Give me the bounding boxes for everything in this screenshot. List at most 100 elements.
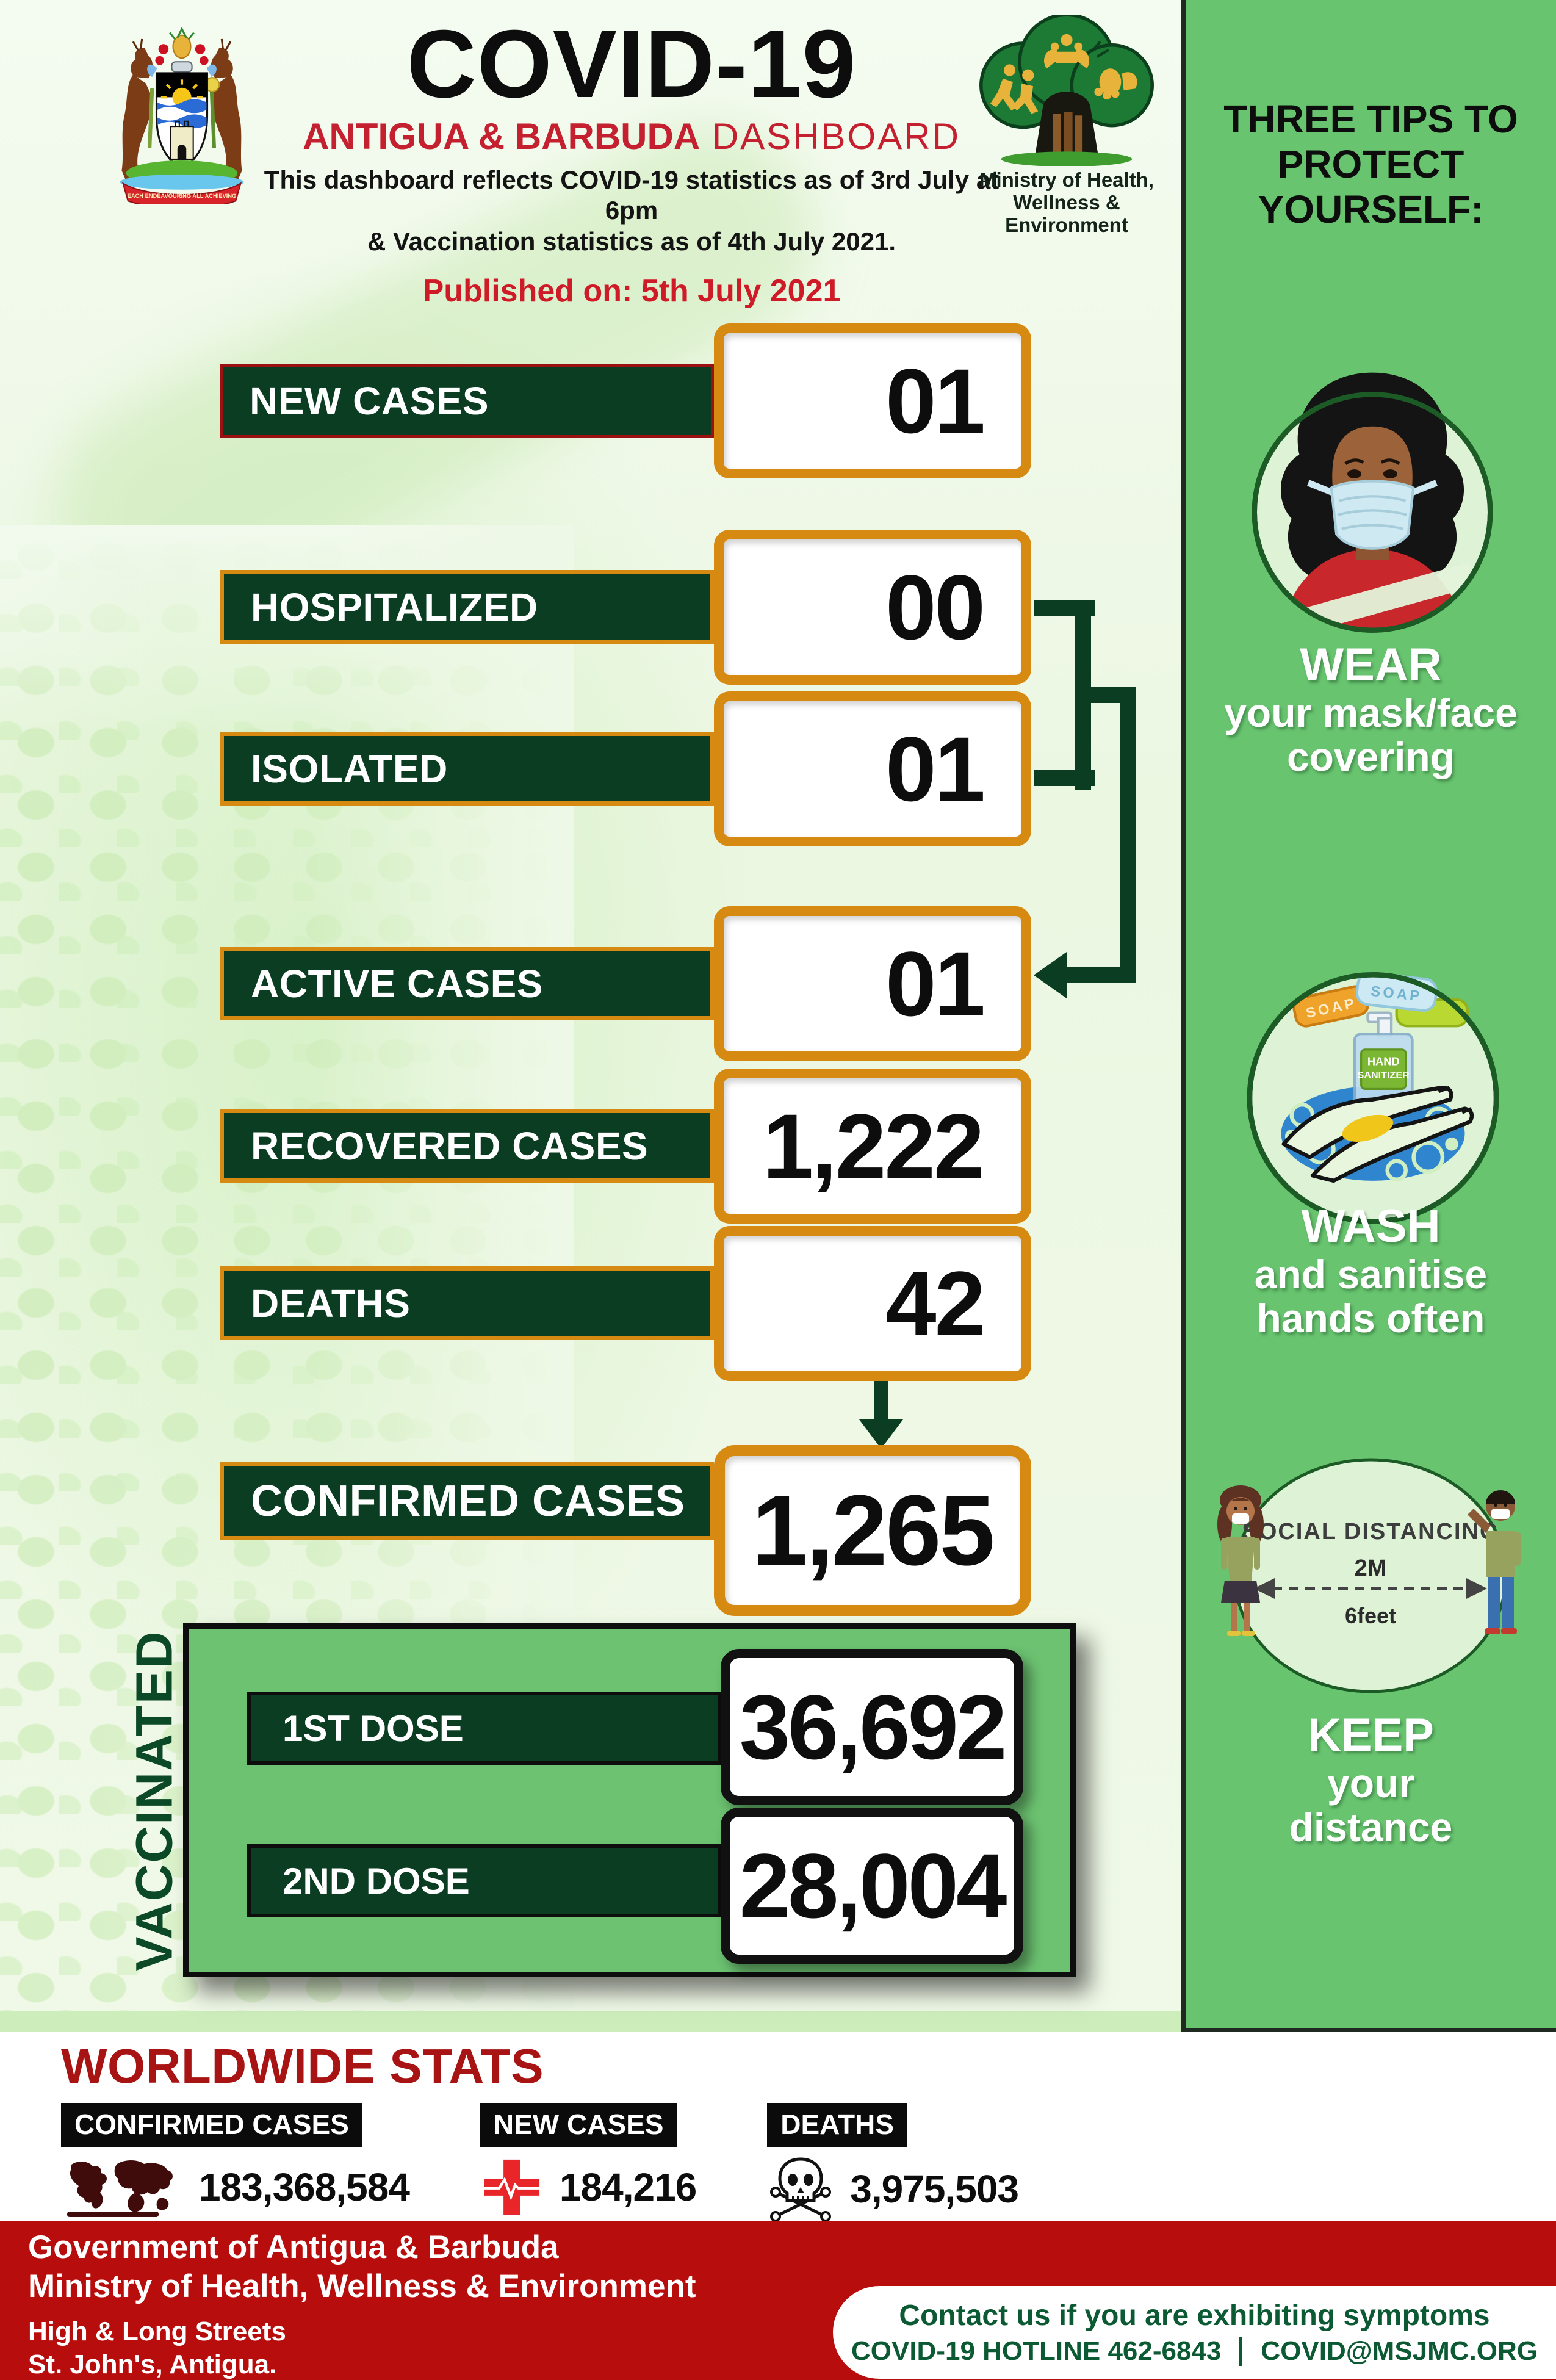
worldwide-deaths-group: DEATHS 3,975,503 <box>767 2103 1019 2223</box>
stat-row-isolated: ISOLATED 01 <box>0 691 1181 846</box>
coat-of-arms-motto: EACH ENDEAVOURING ALL ACHIEVING <box>128 193 237 199</box>
worldwide-stats-section: WORLDWIDE STATS CONFIRMED CASES 183,368,… <box>0 2032 1556 2223</box>
footer-street-line: High & Long Streets <box>28 2317 286 2346</box>
tip-title: WASH <box>1301 1200 1441 1252</box>
stat-row-new-cases: NEW CASES 01 <box>0 323 1181 478</box>
dashboard-description: This dashboard reflects COVID-19 statist… <box>256 165 1007 257</box>
main-area-bottom-strip <box>0 2011 1181 2032</box>
stat-label: CONFIRMED CASES <box>251 1477 685 1526</box>
stat-label-bar: RECOVERED CASES <box>220 1109 714 1183</box>
sanitizer-label-line-1: HAND <box>1367 1055 1400 1068</box>
header-titles: COVID-19 ANTIGUA & BARBUDA DASHBOARD Thi… <box>256 16 1007 309</box>
stat-value-box: 01 <box>714 691 1031 846</box>
tip-wash-hands: WASH and sanitise hands often <box>1186 1201 1556 1341</box>
stat-label-bar: NEW CASES <box>220 364 714 438</box>
antigua-coat-of-arms-icon: EACH ENDEAVOURING ALL ACHIEVING <box>120 26 244 209</box>
worldwide-stat-value: 183,368,584 <box>199 2165 410 2209</box>
header: EACH ENDEAVOURING ALL ACHIEVING COVID-19… <box>0 0 1181 309</box>
stat-value-box: 01 <box>714 323 1031 478</box>
worldwide-stat-label: NEW CASES <box>480 2103 677 2147</box>
stat-value: 01 <box>885 932 985 1035</box>
stat-label-bar: DEATHS <box>220 1266 714 1340</box>
stat-label-bar: CONFIRMED CASES <box>220 1462 714 1540</box>
stat-label-bar: ACTIVE CASES <box>220 947 714 1020</box>
dose-label-bar: 2ND DOSE <box>247 1844 722 1917</box>
stat-value: 1,222 <box>762 1094 984 1197</box>
stat-value: 1,265 <box>752 1474 995 1586</box>
tips-heading-line: YOURSELF: <box>1258 187 1484 232</box>
tips-heading-line: PROTECT <box>1277 142 1464 187</box>
stat-value-box: 42 <box>714 1226 1031 1381</box>
face-mask-illustration-icon <box>1252 372 1493 633</box>
vaccinated-vertical-label: VACCINATED <box>125 1629 183 1971</box>
stat-label: HOSPITALIZED <box>251 585 538 629</box>
world-map-icon <box>67 2160 173 2217</box>
arrow-left-icon <box>1034 952 1067 998</box>
stat-value-box: 1,265 <box>714 1445 1031 1616</box>
vaccinated-panel: 1ST DOSE 36,692 2ND DOSE 28,004 <box>183 1623 1076 1977</box>
tips-heading: THREE TIPS TO PROTECT YOURSELF: <box>1186 96 1556 233</box>
stat-row-confirmed-cases: CONFIRMED CASES 1,265 <box>0 1445 1181 1616</box>
stat-label: RECOVERED CASES <box>251 1123 649 1168</box>
worldwide-stat-value-row: 3,975,503 <box>767 2155 1019 2223</box>
connector-line <box>874 1381 888 1423</box>
footer-ministry-line: Ministry of Health, Wellness & Environme… <box>28 2268 696 2304</box>
published-date: Published on: 5th July 2021 <box>422 273 841 309</box>
page-subtitle: ANTIGUA & BARBUDA DASHBOARD <box>256 118 1007 155</box>
worldwide-stat-value-row: 183,368,584 <box>61 2155 410 2219</box>
tip-line: your mask/face <box>1224 690 1518 735</box>
sanitizer-label-line-2: SANITIZER <box>1358 1070 1410 1081</box>
arrow-down-icon <box>859 1419 903 1449</box>
medical-cross-icon <box>482 2159 542 2215</box>
wash-hands-illustration-icon: SOAP SOAP HAND SANITIZER <box>1247 972 1499 1224</box>
footer-city-line: St. John's, Antigua. <box>28 2349 277 2379</box>
description-line-2: & Vaccination statistics as of 4th July … <box>367 226 896 256</box>
dose-label: 2ND DOSE <box>283 1860 470 1902</box>
description-line-1: This dashboard reflects COVID-19 statist… <box>264 165 1000 225</box>
dose-label: 1ST DOSE <box>283 1707 464 1749</box>
contact-heading: Contact us if you are exhibiting symptom… <box>899 2299 1490 2332</box>
worldwide-new-cases-group: NEW CASES 184,216 <box>480 2103 697 2219</box>
tip-line: hands often <box>1256 1296 1485 1341</box>
tip-line: distance <box>1289 1805 1453 1850</box>
tip-keep-distance: KEEP your distance <box>1186 1710 1556 1850</box>
stat-value-box: 01 <box>714 906 1031 1061</box>
ministry-logo: Ministry of Health, Wellness & Environme… <box>953 13 1180 237</box>
stat-label: NEW CASES <box>250 378 489 423</box>
subtitle-region: ANTIGUA & BARBUDA <box>303 116 701 157</box>
stat-value: 01 <box>885 717 985 820</box>
stat-row-deaths: DEATHS 42 <box>0 1226 1181 1381</box>
stat-row-hospitalized: HOSPITALIZED 00 <box>0 530 1181 685</box>
distance-feet-label: 6feet <box>1345 1603 1396 1628</box>
dashboard-main-area: EACH ENDEAVOURING ALL ACHIEVING COVID-19… <box>0 0 1181 2032</box>
ministry-tree-icon <box>979 13 1154 167</box>
worldwide-stat-label: DEATHS <box>767 2103 907 2147</box>
worldwide-row: CONFIRMED CASES 183,368,584 NEW CASES <box>61 2103 1019 2223</box>
ministry-caption: Ministry of Health, Wellness & Environme… <box>953 168 1180 237</box>
worldwide-heading: WORLDWIDE STATS <box>61 2039 544 2093</box>
tips-heading-line: THREE TIPS TO <box>1223 97 1518 141</box>
stat-value-box: 00 <box>714 530 1031 685</box>
dose-value: 28,004 <box>739 1834 1007 1937</box>
connector-line <box>1120 687 1136 975</box>
connector-line <box>1034 770 1095 786</box>
worldwide-stat-value: 184,216 <box>559 2165 697 2209</box>
stat-label-bar: ISOLATED <box>220 732 714 806</box>
subtitle-dashboard: DASHBOARD <box>700 116 960 157</box>
contact-divider <box>1239 2336 1243 2366</box>
masked-man-figure <box>1468 1490 1521 1634</box>
dose-value-box: 28,004 <box>721 1808 1023 1964</box>
stat-row-active-cases: ACTIVE CASES 01 <box>0 906 1181 1061</box>
hotline-number: COVID-19 HOTLINE 462-6843 <box>851 2335 1222 2366</box>
coat-of-arms: EACH ENDEAVOURING ALL ACHIEVING <box>96 13 267 209</box>
ministry-caption-line-2: Wellness & Environment <box>1005 190 1128 236</box>
worldwide-stat-value-row: 184,216 <box>480 2155 697 2219</box>
tip-line: your <box>1327 1760 1415 1806</box>
tip-wear-mask: WEAR your mask/face covering <box>1186 640 1556 779</box>
dose-value-box: 36,692 <box>721 1649 1023 1805</box>
page-title: COVID-19 <box>406 10 857 118</box>
skull-crossbones-icon <box>770 2157 832 2222</box>
social-distancing-illustration-icon: SOCIAL DISTANCING 2M 6feet <box>1217 1458 1521 1693</box>
stat-label: DEATHS <box>251 1281 411 1325</box>
stat-value: 00 <box>885 555 985 658</box>
